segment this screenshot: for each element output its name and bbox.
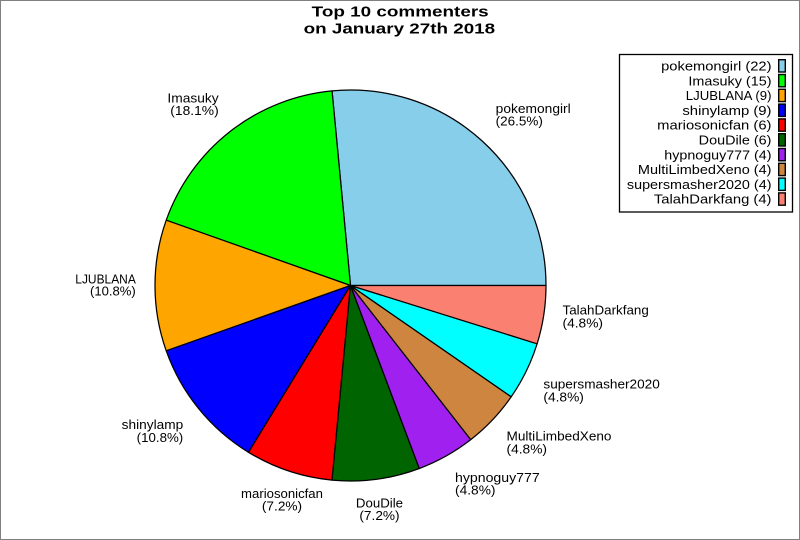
svg-text:Imasuky (15): Imasuky (15) — [688, 73, 771, 88]
svg-text:(10.8%): (10.8%) — [90, 283, 136, 298]
svg-text:supersmasher2020 (4): supersmasher2020 (4) — [627, 177, 772, 192]
svg-text:hypnoguy777: hypnoguy777 — [455, 470, 540, 485]
svg-text:supersmasher2020: supersmasher2020 — [543, 377, 659, 392]
svg-text:TalahDarkfang: TalahDarkfang — [563, 303, 649, 318]
svg-text:(26.5%): (26.5%) — [496, 114, 543, 129]
svg-text:(4.8%): (4.8%) — [455, 482, 496, 497]
svg-text:DouDile: DouDile — [356, 496, 403, 511]
svg-text:(7.2%): (7.2%) — [359, 508, 399, 523]
svg-text:on January 27th 2018: on January 27th 2018 — [304, 22, 496, 38]
svg-text:LJUBLANA: LJUBLANA — [75, 271, 136, 286]
svg-text:(4.8%): (4.8%) — [563, 315, 604, 330]
svg-text:MultiLimbedXeno: MultiLimbedXeno — [507, 429, 612, 444]
svg-text:(18.1%): (18.1%) — [170, 103, 218, 118]
svg-text:(7.2%): (7.2%) — [262, 499, 302, 514]
svg-text:DouDile (6): DouDile (6) — [699, 133, 772, 148]
svg-text:TalahDarkfang (4): TalahDarkfang (4) — [654, 192, 772, 207]
svg-text:mariosonicfan (6): mariosonicfan (6) — [657, 118, 771, 133]
svg-text:pokemongirl (22): pokemongirl (22) — [661, 59, 771, 74]
svg-text:shinylamp: shinylamp — [122, 417, 184, 432]
svg-text:pokemongirl: pokemongirl — [496, 101, 571, 116]
svg-text:(10.8%): (10.8%) — [137, 430, 184, 445]
svg-text:hypnoguy777 (4): hypnoguy777 (4) — [664, 147, 771, 162]
svg-text:(4.8%): (4.8%) — [507, 442, 548, 457]
svg-text:Top 10 commenters: Top 10 commenters — [312, 4, 489, 20]
svg-text:(4.8%): (4.8%) — [543, 389, 584, 404]
svg-text:mariosonicfan: mariosonicfan — [241, 486, 323, 501]
svg-text:Imasuky: Imasuky — [167, 91, 219, 106]
svg-text:LJUBLANA (9): LJUBLANA (9) — [686, 88, 772, 103]
svg-text:MultiLimbedXeno (4): MultiLimbedXeno (4) — [638, 162, 772, 177]
svg-text:shinylamp (9): shinylamp (9) — [682, 103, 771, 118]
